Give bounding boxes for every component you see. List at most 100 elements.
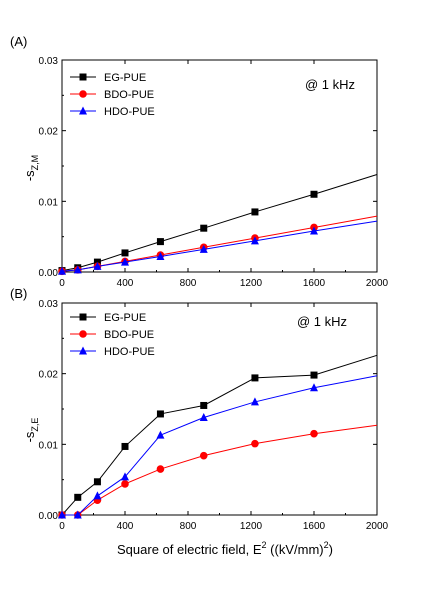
legend-entry: HDO-PUE — [70, 106, 155, 118]
svg-text:-sZ,M: -sZ,M — [22, 155, 40, 181]
data-point — [121, 480, 129, 488]
panel-b-y-axis-label: -sZ,E — [22, 418, 40, 443]
panel-a-annotation: @ 1 kHz — [305, 77, 355, 92]
y-tick-label: 0.01 — [39, 440, 59, 451]
legend-marker — [79, 330, 87, 338]
data-point — [73, 265, 82, 274]
y-tick-label: 0.03 — [39, 56, 59, 67]
panel-a-legend: EG-PUE BDO-PUE HDO-PUE — [70, 72, 155, 118]
x-tick-label: 0 — [59, 278, 65, 289]
data-point — [310, 371, 318, 379]
series-line — [61, 215, 378, 272]
legend-entry: EG-PUE — [70, 312, 146, 324]
panel-b-label: (B) — [10, 286, 27, 301]
x-tick-label: 1600 — [303, 278, 326, 289]
series-eg-pue — [58, 354, 378, 519]
y-tick-label: 0.02 — [39, 127, 59, 138]
legend-label: EG-PUE — [104, 312, 146, 324]
y-tick-label: 0.01 — [39, 197, 59, 208]
x-tick-label: 2000 — [366, 521, 389, 532]
legend-entry: EG-PUE — [70, 72, 146, 84]
y-tick-label: 0.03 — [39, 299, 59, 310]
legend-entry: BDO-PUE — [70, 329, 154, 341]
legend-label: HDO-PUE — [104, 346, 155, 358]
data-point — [310, 429, 318, 438]
series-hdo-pue — [58, 375, 378, 519]
data-point — [93, 478, 101, 486]
data-point — [73, 510, 82, 519]
series-line — [61, 354, 378, 516]
data-point — [156, 238, 164, 246]
legend-marker — [79, 90, 87, 98]
panel-a-label: (A) — [10, 34, 27, 49]
y-tick-label: 0.02 — [39, 370, 59, 381]
data-point — [199, 451, 208, 460]
panel-b-ticks: 0 400 800 1200 1600 2000 0.00 0.01 0.02 0.03 — [39, 299, 389, 532]
legend-entry: HDO-PUE — [70, 346, 155, 358]
data-point — [199, 244, 208, 253]
data-point — [156, 410, 164, 418]
series-bdo-pue — [58, 424, 378, 519]
panel-b-annotation: @ 1 kHz — [297, 314, 347, 329]
x-tick-label: 1200 — [240, 278, 263, 289]
x-axis-label-unit-sup: 2 — [324, 540, 329, 550]
panel-a-y-axis-label: -sZ,M — [22, 155, 40, 181]
panel-a-y-axis-label-sub: Z,M — [30, 155, 40, 171]
x-tick-label: 400 — [117, 521, 134, 532]
data-point — [93, 261, 102, 270]
x-axis-label-unit-main: ((kV/mm) — [267, 542, 324, 557]
x-axis-label-unit-end: ) — [329, 542, 333, 557]
legend-marker — [79, 346, 87, 355]
x-tick-label: 2000 — [366, 278, 389, 289]
legend-marker — [79, 73, 87, 81]
y-tick-label: 0.00 — [39, 511, 59, 522]
data-point — [156, 430, 165, 439]
series-line — [62, 424, 378, 516]
data-point — [200, 224, 208, 232]
panel-a: (A) 0 400 800 1200 1600 20000.000.010.020.03 … — [10, 34, 389, 289]
data-point — [250, 236, 259, 245]
x-tick-label: 400 — [117, 278, 134, 289]
legend-marker — [79, 106, 87, 115]
data-point — [310, 226, 318, 235]
x-tick-label: 0 — [59, 521, 65, 532]
data-point — [156, 465, 165, 473]
panel-a-ticks: 0 400 800 1200 1600 2000 0.00 0.01 0.02 0.03 — [39, 56, 389, 289]
data-point — [74, 493, 82, 501]
legend-label: HDO-PUE — [104, 106, 155, 118]
legend-label: BDO-PUE — [104, 329, 154, 341]
x-axis-label-sup: 2 — [262, 540, 267, 550]
data-point — [199, 412, 208, 421]
data-point — [58, 510, 66, 519]
data-point — [310, 190, 318, 198]
legend-label: EG-PUE — [104, 72, 146, 84]
x-tick-label: 800 — [180, 278, 197, 289]
data-point — [250, 397, 259, 406]
data-point — [200, 401, 208, 409]
panel-b-y-axis-label-sub: Z,E — [30, 418, 40, 432]
panel-b-y-axis-label-main: -s — [22, 431, 37, 442]
legend-label: BDO-PUE — [104, 89, 154, 101]
series-line — [61, 174, 378, 272]
legend-marker — [79, 313, 87, 321]
y-tick-label: 0.00 — [39, 268, 59, 279]
svg-text:-sZ,E: -sZ,E — [22, 418, 40, 443]
x-tick-label: 1600 — [303, 521, 326, 532]
data-point — [93, 491, 102, 500]
panel-a-series-layer — [58, 174, 378, 276]
panel-a-y-axis-label-main: -s — [22, 170, 37, 181]
data-point — [121, 472, 129, 481]
data-point — [251, 374, 259, 382]
x-tick-label: 800 — [180, 521, 197, 532]
legend-entry: BDO-PUE — [70, 89, 154, 101]
data-point — [58, 266, 66, 275]
series-hdo-pue — [58, 220, 378, 275]
panel-b-series-layer — [58, 354, 378, 519]
data-point — [121, 249, 129, 257]
data-point — [251, 439, 259, 448]
x-axis-label: Square of electric field, E2 ((kV/mm)2) — [117, 540, 333, 557]
data-point — [121, 442, 129, 450]
x-tick-label: 1200 — [240, 521, 263, 532]
data-point — [156, 251, 165, 260]
